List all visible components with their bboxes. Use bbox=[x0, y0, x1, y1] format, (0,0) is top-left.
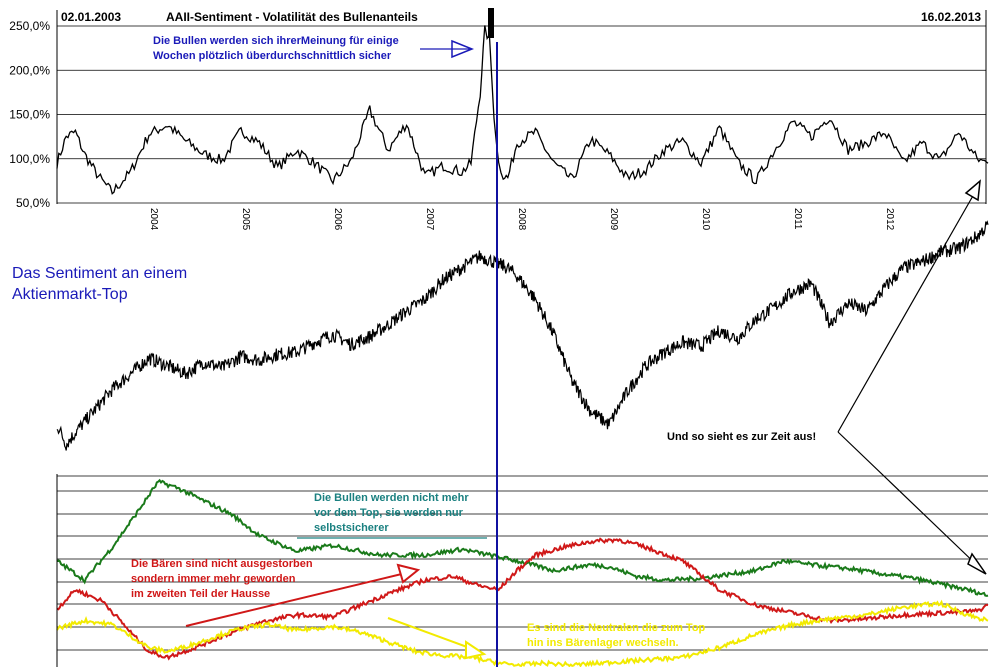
note-bulls-line-2: vor dem Top, sie werden nur bbox=[314, 507, 463, 519]
peak-bar-marker bbox=[488, 8, 494, 38]
volatility-y-tick: 150,0% bbox=[9, 108, 50, 122]
note-neutrals-line-1: Es sind die Neutralen die zum Top bbox=[527, 622, 706, 634]
volatility-x-tick: 2008 bbox=[516, 208, 527, 231]
volatility-y-tick: 200,0% bbox=[9, 63, 50, 77]
note-bulls-not-more: Die Bullen werden nicht mehr vor dem Top… bbox=[314, 491, 469, 536]
note-bulls-certain: Die Bullen werden sich ihrerMeinung für … bbox=[153, 34, 399, 64]
side-title-line-1: Das Sentiment an einem bbox=[12, 265, 188, 282]
note-neutrals-line-2: hin ins Bärenlager wechseln. bbox=[527, 637, 679, 649]
volatility-series bbox=[56, 25, 989, 195]
note-bulls-certain-line-1: Die Bullen werden sich ihrerMeinung für … bbox=[153, 35, 399, 47]
start-date: 02.01.2003 bbox=[61, 10, 122, 24]
note-neutrals: Es sind die Neutralen die zum Top hin in… bbox=[527, 621, 705, 651]
volatility-x-tick: 2004 bbox=[148, 208, 159, 231]
note-bulls-certain-line-2: Wochen plötzlich überdurchschnittlich si… bbox=[153, 50, 392, 62]
note-bulls-line-1: Die Bullen werden nicht mehr bbox=[314, 492, 469, 504]
neutrals-line bbox=[56, 599, 989, 667]
note-bears-line-3: im zweiten Teil der Hausse bbox=[131, 588, 271, 600]
chart-title: AAII-Sentiment - Volatilität des Bullena… bbox=[166, 10, 418, 24]
volatility-y-tick-labels: 250,0% 200,0% 150,0% 100,0% 50,0% bbox=[9, 19, 50, 210]
volatility-y-tick: 250,0% bbox=[9, 19, 50, 33]
volatility-y-tick: 100,0% bbox=[9, 152, 50, 166]
note-bears-line-1: Die Bären sind nicht ausgestorben bbox=[131, 558, 313, 570]
volatility-x-tick: 2009 bbox=[608, 208, 619, 231]
stock-index-series bbox=[56, 220, 989, 451]
sentiment-gridlines bbox=[57, 475, 988, 651]
volatility-x-tick-labels: 2004 2005 2006 2007 2008 2009 2010 2011 2012 bbox=[148, 208, 895, 231]
volatility-x-tick: 2006 bbox=[332, 208, 343, 231]
stock-index-line bbox=[56, 220, 989, 451]
note-bulls-line-3: selbstsicherer bbox=[314, 522, 389, 534]
annotation-arrows bbox=[185, 39, 987, 660]
volatility-gridlines bbox=[57, 25, 986, 204]
note-current: Und so sieht es zur Zeit aus! bbox=[667, 431, 817, 443]
side-title: Das Sentiment an einem Aktienmarkt-Top bbox=[12, 263, 187, 305]
volatility-x-tick: 2005 bbox=[240, 208, 251, 231]
side-title-line-2: Aktienmarkt-Top bbox=[12, 286, 128, 303]
volatility-line bbox=[56, 25, 989, 195]
volatility-x-tick: 2007 bbox=[424, 208, 435, 231]
sentiment-series bbox=[56, 478, 989, 667]
volatility-x-tick: 2012 bbox=[884, 208, 895, 231]
bulls-line bbox=[56, 478, 989, 597]
volatility-y-tick: 50,0% bbox=[16, 196, 50, 210]
note-bears: Die Bären sind nicht ausgestorben sonder… bbox=[131, 557, 313, 602]
volatility-x-tick: 2011 bbox=[792, 208, 803, 230]
volatility-x-tick: 2010 bbox=[700, 208, 711, 231]
note-bears-line-2: sondern immer mehr geworden bbox=[131, 573, 296, 585]
end-date: 16.02.2013 bbox=[921, 10, 982, 24]
